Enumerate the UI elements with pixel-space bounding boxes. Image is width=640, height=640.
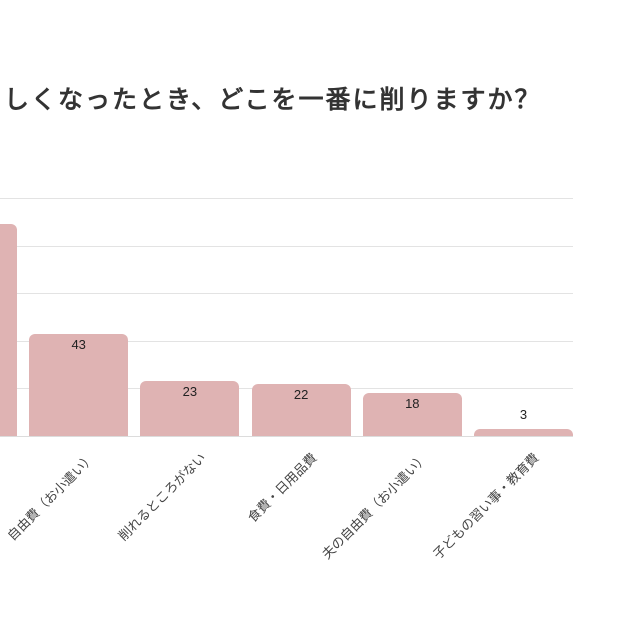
x-axis-label: 夫の自由費（お小遣い） [320, 450, 432, 563]
gridline [0, 198, 573, 199]
bar-value-label: 23 [182, 384, 198, 400]
bar [29, 333, 129, 436]
chart-title: しくなったとき、どこを一番に削りますか？ [4, 85, 542, 114]
gridline [0, 293, 573, 294]
bar-value-label: 22 [293, 386, 309, 402]
bar [251, 383, 351, 436]
x-axis-label: 自由費（お小遣い） [4, 450, 99, 545]
x-axis-label: 削れるところがない [115, 450, 210, 545]
gridline [0, 246, 573, 247]
bar-value-label: 18 [405, 396, 420, 412]
bar [362, 393, 462, 436]
x-axis-baseline [0, 436, 573, 437]
x-axis-label: 食費・日用品費 [245, 450, 321, 526]
bar-value-label: 43 [71, 336, 86, 352]
bar-value-label: 3 [519, 406, 528, 422]
bar [0, 224, 17, 436]
x-axis-label: 子どもの習い事・教育費 [431, 450, 543, 563]
bar [474, 428, 573, 436]
gridline [0, 341, 573, 342]
bar [140, 381, 240, 436]
